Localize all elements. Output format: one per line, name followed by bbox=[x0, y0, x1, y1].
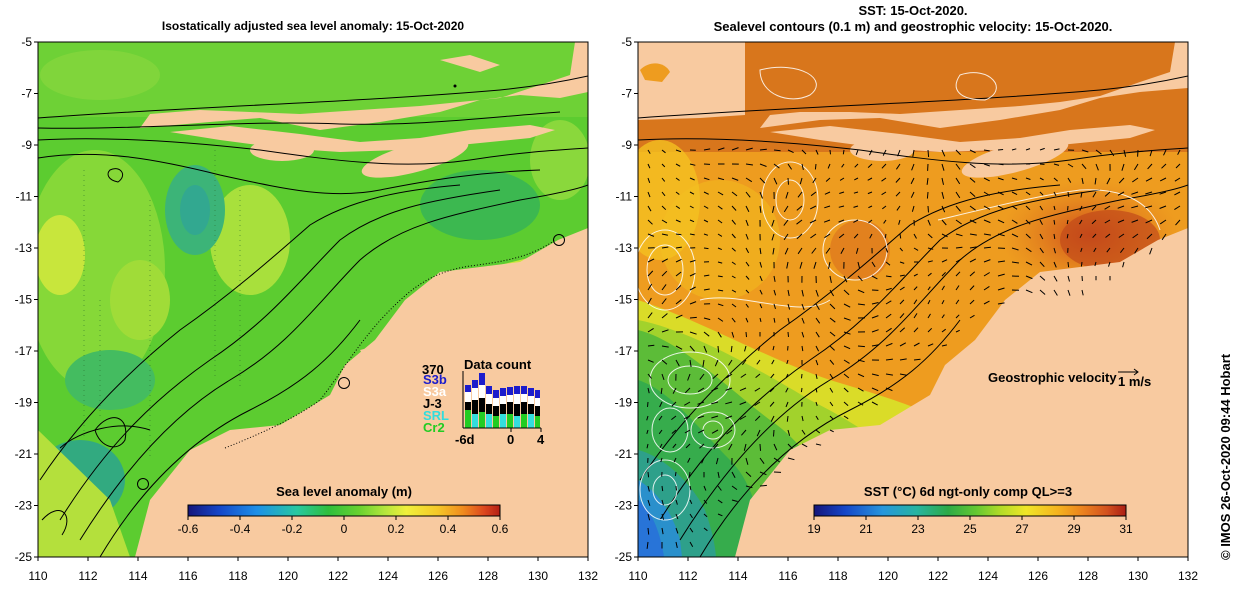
sla-y-tick-label: -19 bbox=[15, 396, 33, 410]
colorbar-tick-label: 31 bbox=[1119, 522, 1133, 536]
sla-map-panel: Isostatically adjusted sea level anomaly… bbox=[37, 19, 589, 558]
sla-x-tick-label: 116 bbox=[178, 569, 197, 583]
sla-x-tick-label: 128 bbox=[478, 569, 498, 583]
colorbar-tick-label: 19 bbox=[807, 522, 821, 536]
colorbar-tick-label: 0.6 bbox=[492, 522, 509, 536]
sla-colorbar-gradient bbox=[187, 504, 501, 517]
sst-map-panel: SST: 15-Oct-2020. Sealevel contours (0.1… bbox=[637, 3, 1189, 558]
mission-label-srl: SRL bbox=[423, 408, 449, 423]
sla-x-tick-label: 118 bbox=[228, 569, 247, 583]
colorbar-tick-label: 25 bbox=[963, 522, 977, 536]
colorbar-tick-label: -0.2 bbox=[282, 522, 303, 536]
sst-y-tick-label: -11 bbox=[616, 190, 633, 204]
sst-x-tick-label: 128 bbox=[1078, 569, 1098, 583]
sst-y-tick-label: -17 bbox=[615, 344, 633, 358]
sst-x-tick-label: 126 bbox=[1028, 569, 1048, 583]
sst-x-tick-label: 122 bbox=[928, 569, 948, 583]
colorbar-tick-label: 0.2 bbox=[388, 522, 405, 536]
sst-x-tick-label: 118 bbox=[828, 569, 847, 583]
sla-map-field bbox=[38, 42, 588, 557]
data-count-xtick-end: 4 bbox=[537, 432, 545, 447]
sst-y-tick-label: -7 bbox=[621, 87, 632, 101]
sla-y-tick-label: -15 bbox=[15, 293, 33, 307]
colorbar-tick-label: -0.6 bbox=[178, 522, 199, 536]
axis-tick-labels: 110 112 114 116 118 120 122 124 126 128 130 132 -5 -7… bbox=[15, 35, 1199, 583]
sst-x-tick-label: 132 bbox=[1178, 569, 1198, 583]
sst-map-field bbox=[638, 42, 1188, 557]
sla-y-tick-label: -13 bbox=[15, 241, 33, 255]
sst-y-tick-label: -15 bbox=[615, 293, 633, 307]
colorbar-tick-label: 0 bbox=[341, 522, 348, 536]
sla-y-tick-label: -17 bbox=[15, 344, 33, 358]
mission-label-j3: J-3 bbox=[423, 396, 442, 411]
data-count-title: Data count bbox=[464, 357, 532, 372]
sla-map-title: Isostatically adjusted sea level anomaly… bbox=[162, 19, 464, 33]
data-count-xtick-start: -6d bbox=[455, 432, 475, 447]
sst-map-title-line2: Sealevel contours (0.1 m) and geostrophi… bbox=[714, 19, 1113, 34]
sla-colorbar: Sea level anomaly (m) -0.6 -0.4 -0.2 0 0.2 0.… bbox=[178, 484, 509, 536]
sst-y-tick-label: -19 bbox=[615, 396, 633, 410]
sst-x-tick-label: 130 bbox=[1128, 569, 1148, 583]
colorbar-tick-label: -0.4 bbox=[230, 522, 251, 536]
sla-x-tick-label: 120 bbox=[278, 569, 298, 583]
sst-y-tick-label: -13 bbox=[615, 241, 633, 255]
colorbar-tick-label: 29 bbox=[1067, 522, 1081, 536]
sst-y-tick-label: -21 bbox=[615, 447, 633, 461]
data-count-inset: Data count 370 S3b S3a J-3 SRL Cr2 bbox=[422, 357, 545, 447]
geostrophic-velocity-field bbox=[646, 147, 1181, 549]
sst-y-tick-label: -9 bbox=[621, 138, 632, 152]
sla-x-tick-label: 132 bbox=[578, 569, 598, 583]
mission-label-s3a: S3a bbox=[423, 384, 447, 399]
colorbar-tick-label: 23 bbox=[911, 522, 925, 536]
sst-x-tick-label: 112 bbox=[678, 569, 697, 583]
sla-y-tick-label: -11 bbox=[16, 190, 33, 204]
sla-y-tick-label: -23 bbox=[15, 499, 33, 513]
velocity-legend-scale: 1 m/s bbox=[1118, 374, 1151, 389]
sla-y-tick-label: -9 bbox=[21, 138, 32, 152]
sst-y-tick-label: -25 bbox=[615, 550, 633, 564]
sla-x-tick-label: 110 bbox=[28, 569, 47, 583]
sla-y-tick-label: -7 bbox=[21, 87, 32, 101]
sst-y-tick-label: -5 bbox=[621, 35, 632, 49]
sst-map-title-line1: SST: 15-Oct-2020. bbox=[858, 3, 967, 18]
colorbar-tick-label: 0.4 bbox=[440, 522, 457, 536]
mission-label-cr2: Cr2 bbox=[423, 420, 445, 435]
sla-y-tick-label: -21 bbox=[15, 447, 33, 461]
sst-x-tick-label: 110 bbox=[628, 569, 647, 583]
sla-x-tick-label: 112 bbox=[78, 569, 97, 583]
velocity-legend-label: Geostrophic velocity bbox=[988, 370, 1117, 385]
data-count-max: 370 bbox=[422, 362, 444, 377]
data-count-histogram bbox=[462, 371, 542, 432]
sst-colorbar-gradient bbox=[813, 504, 1127, 517]
sla-x-tick-label: 114 bbox=[128, 569, 147, 583]
sst-x-tick-label: 116 bbox=[778, 569, 797, 583]
sla-colorbar-label: Sea level anomaly (m) bbox=[276, 484, 412, 499]
sla-x-tick-label: 130 bbox=[528, 569, 548, 583]
credit-text: © IMOS 26-Oct-2020 09:44 Hobart bbox=[1218, 353, 1233, 560]
sla-y-tick-label: -25 bbox=[15, 550, 33, 564]
data-count-xtick-zero: 0 bbox=[507, 432, 514, 447]
sla-x-tick-label: 124 bbox=[378, 569, 398, 583]
sla-y-tick-label: -5 bbox=[21, 35, 32, 49]
sla-x-tick-label: 122 bbox=[328, 569, 348, 583]
colorbar-tick-label: 21 bbox=[859, 522, 873, 536]
sst-colorbar-label: SST (°C) 6d ngt-only comp QL>=3 bbox=[864, 484, 1072, 499]
colorbar-tick-label: 27 bbox=[1015, 522, 1029, 536]
mission-label-s3b: S3b bbox=[423, 372, 447, 387]
sst-x-tick-label: 114 bbox=[728, 569, 747, 583]
sst-y-tick-label: -23 bbox=[615, 499, 633, 513]
velocity-legend: Geostrophic velocity 1 m/s bbox=[988, 368, 1151, 389]
sst-colorbar: SST (°C) 6d ngt-only comp QL>=3 19 21 23 25… bbox=[807, 484, 1133, 536]
sla-x-tick-label: 126 bbox=[428, 569, 448, 583]
sst-x-tick-label: 120 bbox=[878, 569, 898, 583]
sst-x-tick-label: 124 bbox=[978, 569, 998, 583]
